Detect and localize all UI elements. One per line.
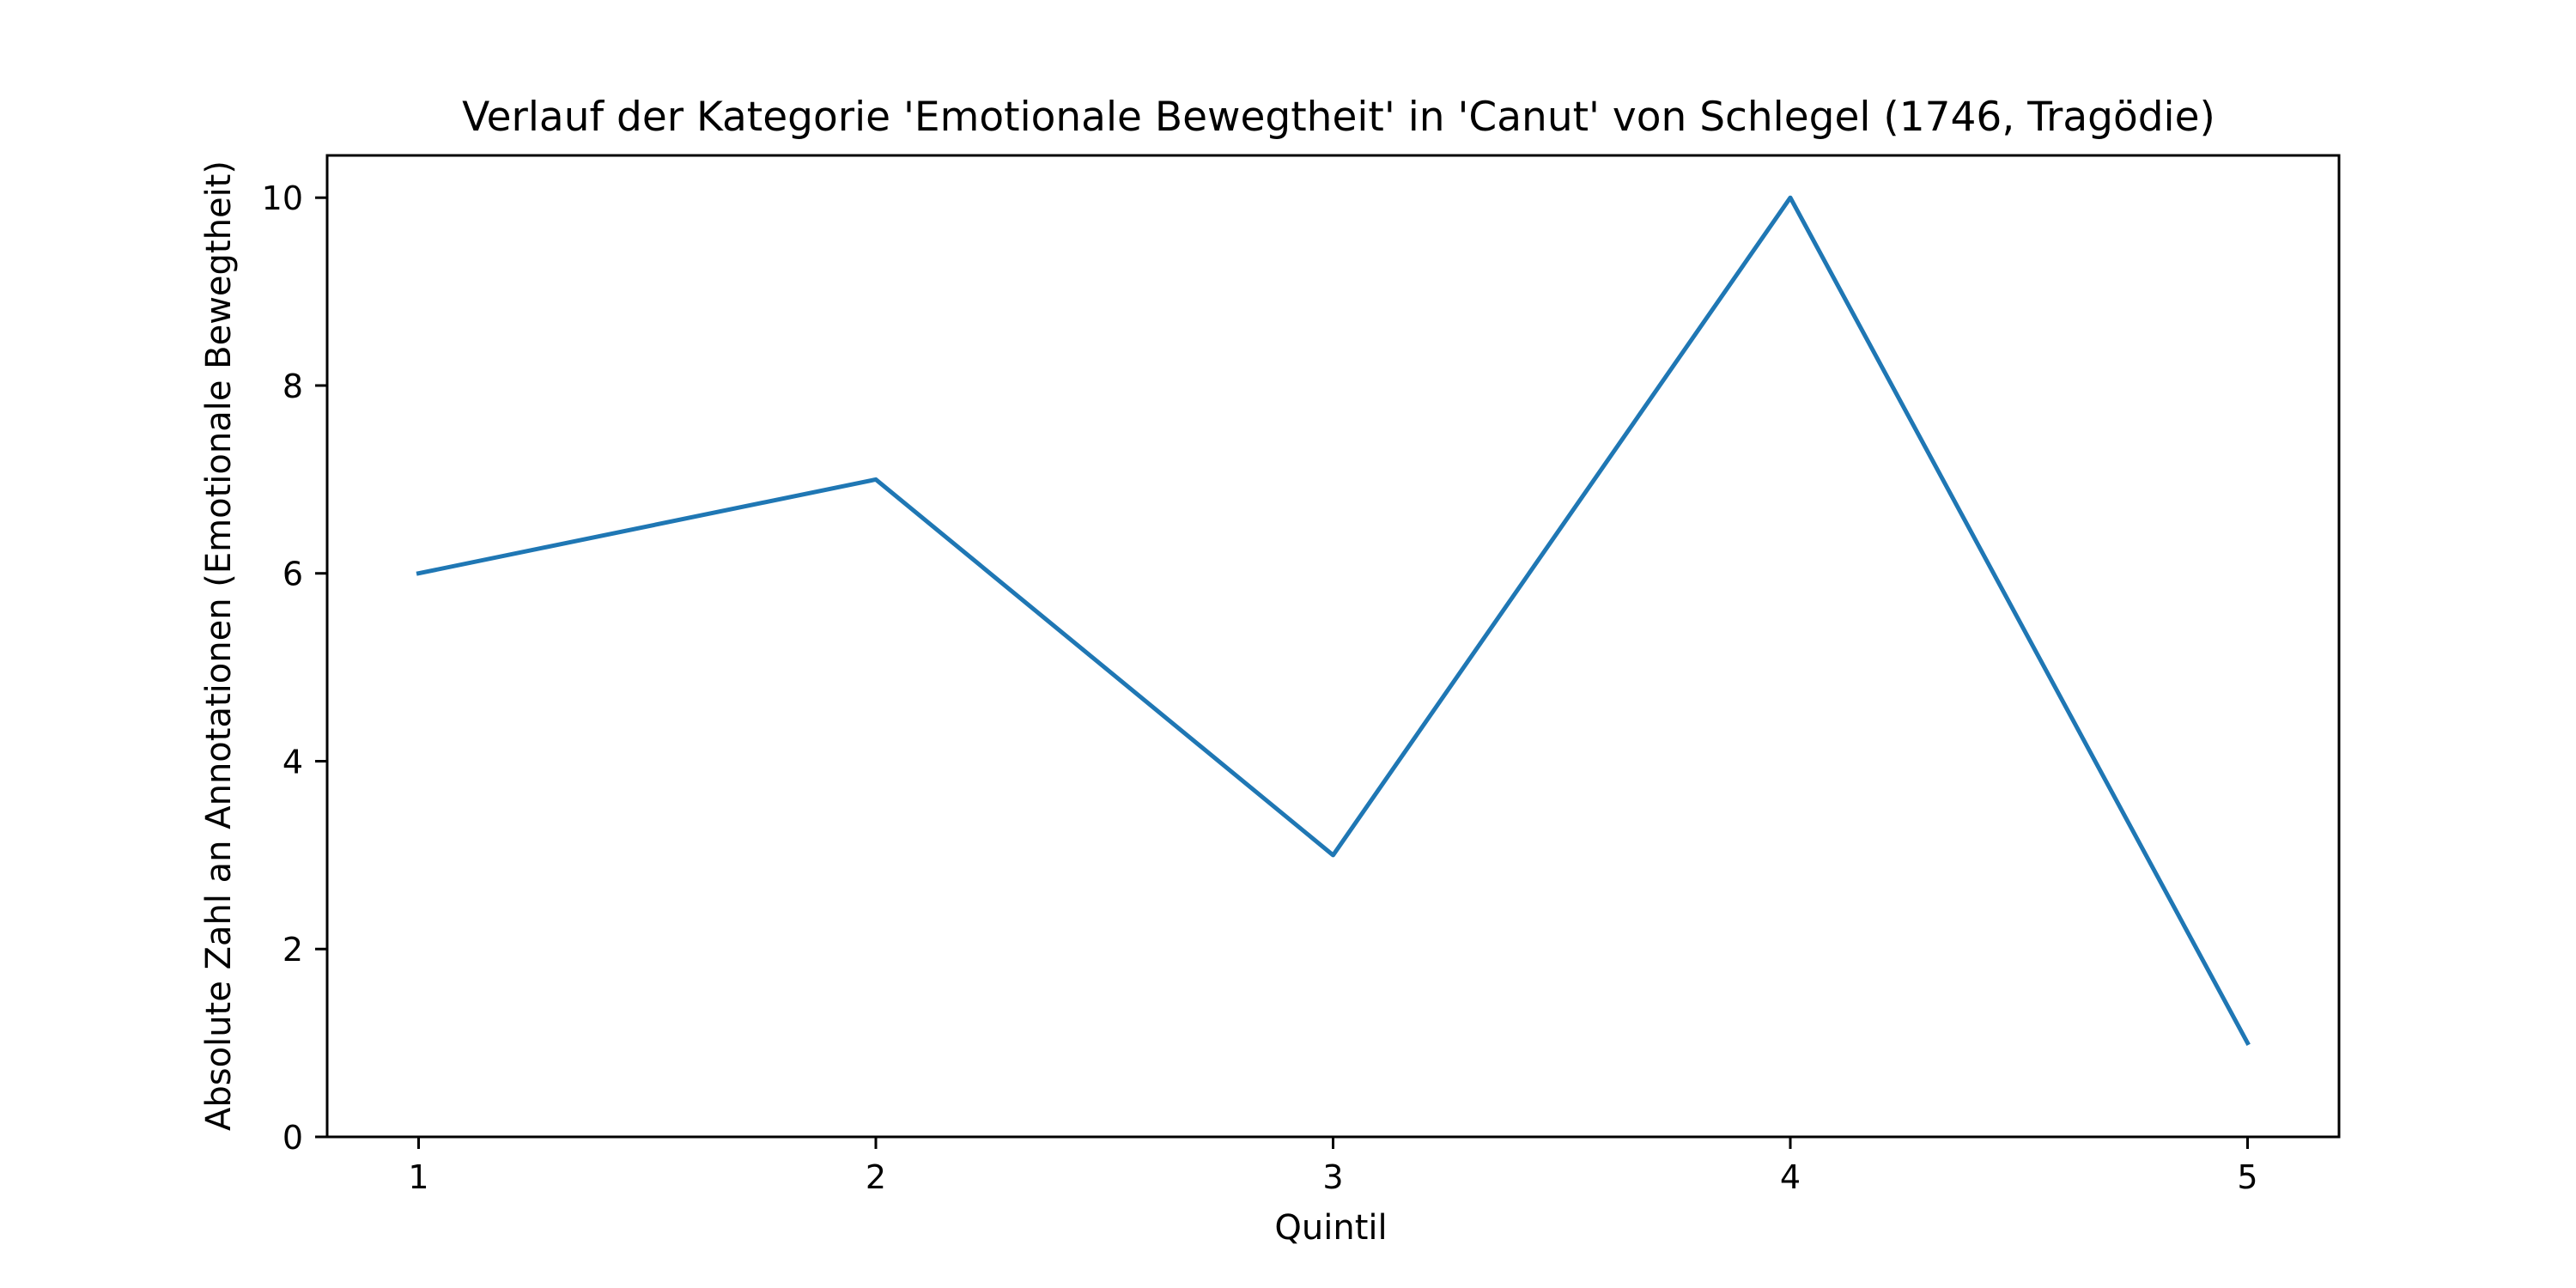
y-axis-ticks: 0 2 4 6 8 10 bbox=[262, 179, 327, 1157]
y-tick-label: 2 bbox=[283, 931, 303, 969]
y-tick-label: 10 bbox=[262, 179, 303, 217]
y-tick-label: 0 bbox=[283, 1119, 303, 1157]
chart-title: Verlauf der Kategorie 'Emotionale Bewegt… bbox=[462, 94, 2215, 141]
y-tick-label: 8 bbox=[283, 368, 303, 405]
y-tick-label: 6 bbox=[283, 556, 303, 593]
x-tick-label: 3 bbox=[1322, 1158, 1343, 1196]
x-tick-label: 2 bbox=[866, 1158, 886, 1196]
y-tick-label: 4 bbox=[283, 743, 303, 781]
x-axis-label: Quintil bbox=[1274, 1208, 1387, 1248]
x-tick-label: 5 bbox=[2237, 1158, 2257, 1196]
series-line bbox=[416, 195, 2251, 1046]
x-axis-ticks: 1 2 3 4 5 bbox=[408, 1137, 2258, 1196]
x-tick-label: 1 bbox=[408, 1158, 428, 1196]
plot-frame bbox=[325, 154, 2341, 1139]
x-tick-label: 4 bbox=[1780, 1158, 1801, 1196]
y-axis-label: Absolute Zahl an Annotationen (Emotional… bbox=[199, 161, 239, 1131]
